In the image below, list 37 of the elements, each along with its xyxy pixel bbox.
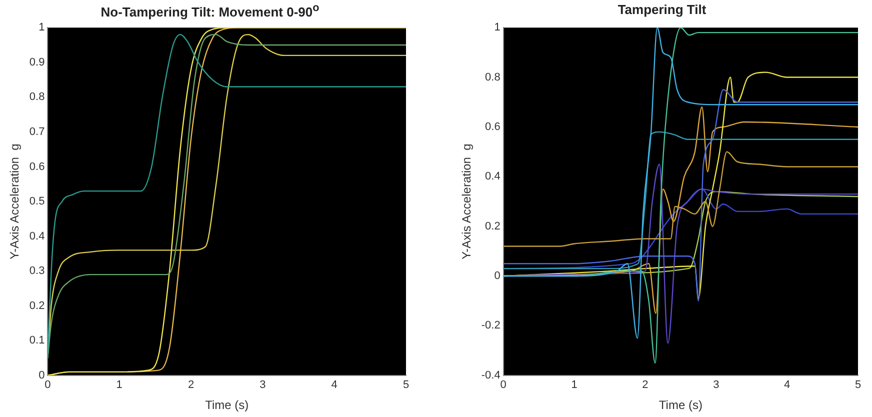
x-tick-label: 4 xyxy=(784,379,790,392)
x-tick-label: 4 xyxy=(331,379,338,392)
y-tick-label: 0 xyxy=(494,270,500,282)
y-tick-label: 1 xyxy=(494,22,500,34)
x-tick-label: 3 xyxy=(260,379,266,392)
y-tick-label: 0.8 xyxy=(485,71,500,84)
x-axis-title: Time (s) xyxy=(658,398,702,412)
y-tick-label: 0.8 xyxy=(29,91,45,104)
x-tick-label: 1 xyxy=(571,379,578,392)
y-tick-label: 0.5 xyxy=(29,196,45,208)
y-tick-label: 0.9 xyxy=(29,56,45,68)
y-tick-label: 0.4 xyxy=(29,230,45,242)
chart-title: No-Tampering Tilt: Movement 0-90$^{o}$ xyxy=(100,2,320,20)
x-tick-label: 2 xyxy=(188,379,194,392)
x-tick-label: 5 xyxy=(854,379,862,392)
y-tick-label: 0.4 xyxy=(485,170,500,183)
y-tick-label: 0.7 xyxy=(29,126,45,138)
y-tick-label: 0.2 xyxy=(485,220,500,232)
y-tick-label: -0.4 xyxy=(481,369,500,382)
y-axis-title: Y-Axis Acceleration g xyxy=(8,144,22,260)
line-series xyxy=(503,151,858,247)
y-tick-label: -0.2 xyxy=(481,320,500,332)
y-tick-label: 1 xyxy=(38,22,45,34)
y-tick-label: 0.6 xyxy=(29,160,45,173)
line-series xyxy=(503,131,858,270)
x-tick-label: 3 xyxy=(713,379,720,392)
x-tick-label: 5 xyxy=(402,379,410,392)
x-axis-title: Time (s) xyxy=(205,398,249,412)
y-tick-label: 0.1 xyxy=(29,334,45,347)
y-tick-label: 0.6 xyxy=(485,121,500,134)
y-axis-title: Y-Axis Acceleration g xyxy=(460,144,474,260)
x-tick-label: 2 xyxy=(642,379,648,392)
y-tick-label: 0.3 xyxy=(29,265,45,278)
y-tick-label: 0.2 xyxy=(29,300,45,312)
x-tick-label: 1 xyxy=(116,379,122,392)
y-tick-label: 0 xyxy=(38,369,45,382)
chart-title: Tampering Tilt xyxy=(616,2,708,17)
